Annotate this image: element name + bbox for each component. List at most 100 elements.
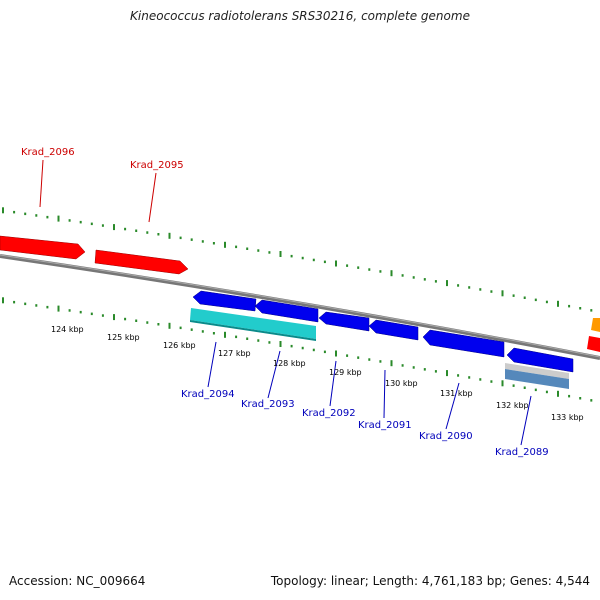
gene-label-krad-2096[interactable]: Krad_2096 [21, 147, 75, 158]
gene-krad-2095-arrow[interactable] [94, 249, 189, 275]
gene-label-krad-2090[interactable]: Krad_2090 [419, 431, 473, 442]
gene-label-krad-2094[interactable]: Krad_2094 [181, 389, 235, 400]
gene-krad-2094-arrow[interactable] [192, 290, 257, 312]
minor-tick [268, 341, 271, 344]
major-tick [57, 305, 60, 312]
minor-tick [135, 229, 138, 232]
minor-tick [312, 258, 315, 262]
gene-label-krad-2089[interactable]: Krad_2089 [495, 447, 549, 458]
lower-tick-row [2, 297, 593, 402]
feature-cyan-bar[interactable] [190, 308, 316, 339]
kbp-label-130: 130 kbp [385, 379, 418, 388]
kbp-label-125: 125 kbp [107, 333, 140, 342]
minor-tick [290, 344, 293, 348]
minor-tick [468, 286, 471, 289]
minor-tick [101, 314, 104, 317]
major-tick [335, 260, 337, 267]
minor-tick [545, 300, 548, 304]
major-tick [168, 232, 171, 239]
feature-grey-bar[interactable] [505, 363, 569, 379]
gene-label-krad-2093[interactable]: Krad_2093 [241, 399, 295, 410]
minor-tick [368, 358, 371, 361]
kbp-label-133: 133 kbp [551, 413, 584, 422]
kbp-label-126: 126 kbp [163, 341, 196, 350]
minor-tick [201, 240, 204, 243]
minor-tick [157, 233, 160, 236]
minor-tick [179, 326, 182, 330]
gene-label-krad-2091[interactable]: Krad_2091 [358, 420, 412, 431]
major-tick [2, 297, 4, 304]
gene-krad-2091-arrow[interactable] [368, 319, 419, 341]
minor-tick [268, 251, 271, 254]
minor-tick [13, 300, 16, 304]
gene-krad-2093-arrow[interactable] [254, 299, 319, 323]
feature-steelblue-bar[interactable] [505, 369, 569, 389]
minor-tick [24, 302, 27, 306]
minor-tick [379, 270, 382, 273]
minor-tick [13, 210, 16, 214]
minor-tick [124, 227, 127, 231]
gene-offscreen-red[interactable] [587, 336, 600, 352]
minor-tick [457, 284, 460, 287]
major-tick [279, 251, 282, 257]
major-tick [168, 322, 171, 329]
gene-krad-2090-arrow[interactable] [422, 329, 505, 358]
major-tick [2, 207, 4, 214]
minor-tick [190, 328, 193, 331]
major-tick [224, 241, 226, 248]
minor-tick [135, 319, 138, 322]
minor-tick [79, 220, 82, 224]
upper-tick-row [2, 207, 593, 312]
minor-tick [545, 390, 548, 394]
minor-tick [35, 214, 38, 217]
minor-tick [301, 346, 304, 350]
minor-tick [235, 245, 238, 249]
kbp-label-129: 129 kbp [329, 368, 362, 377]
minor-tick [212, 332, 215, 335]
gene-label-krad-2092[interactable]: Krad_2092 [302, 408, 356, 419]
gene-krad-2096-arrow[interactable] [0, 235, 86, 260]
minor-tick [246, 337, 249, 340]
kbp-label-128: 128 kbp [273, 359, 306, 368]
gene-krad-2089-arrow[interactable] [506, 347, 574, 373]
krad-2089-connector [520, 395, 532, 446]
major-tick [446, 370, 448, 377]
minor-tick [568, 304, 571, 308]
krad-2090-connector [445, 382, 460, 430]
minor-tick [423, 278, 426, 281]
minor-tick [579, 397, 582, 400]
major-tick [557, 300, 559, 307]
minor-tick [379, 360, 382, 363]
minor-tick [401, 364, 404, 367]
minor-tick [101, 224, 104, 227]
minor-tick [434, 370, 437, 373]
major-tick [557, 390, 559, 397]
gene-krad-2092-arrow[interactable] [318, 311, 370, 332]
minor-tick [534, 388, 537, 392]
minor-tick [468, 376, 471, 379]
minor-tick [357, 266, 360, 269]
minor-tick [412, 366, 415, 369]
major-tick [390, 270, 393, 277]
minor-tick [479, 288, 482, 291]
minor-tick [290, 254, 293, 258]
minor-tick [323, 350, 326, 354]
kbp-label-131: 131 kbp [440, 389, 473, 398]
major-tick [501, 380, 504, 387]
kbp-label-124: 124 kbp [51, 325, 84, 334]
minor-tick [534, 298, 537, 302]
minor-tick [257, 249, 260, 252]
minor-tick [568, 394, 571, 398]
minor-tick [235, 335, 238, 339]
krad-2091-connector [383, 369, 386, 419]
gene-label-krad-2095[interactable]: Krad_2095 [130, 160, 184, 171]
gene-offscreen-orange[interactable] [591, 318, 600, 332]
minor-tick [301, 256, 304, 260]
major-tick [57, 215, 60, 222]
feature-cyan-bar-shadow [190, 320, 316, 341]
kbp-label-127: 127 kbp [218, 349, 251, 358]
minor-tick [90, 222, 93, 226]
minor-tick [434, 280, 437, 283]
major-tick [390, 360, 393, 367]
